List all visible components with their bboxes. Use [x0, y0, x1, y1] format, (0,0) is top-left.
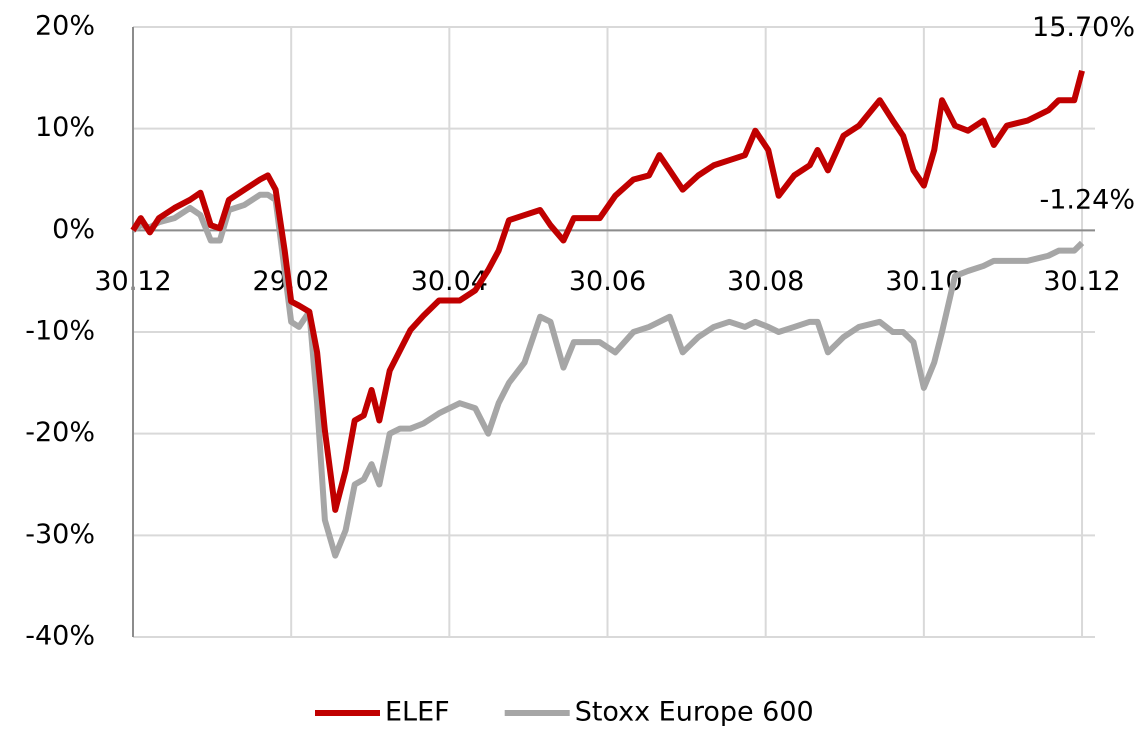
end-label: -1.24% — [1039, 184, 1135, 215]
end-label: 15.70% — [1032, 12, 1135, 43]
legend-label: ELEF — [385, 697, 450, 728]
y-tick-label: 20% — [35, 11, 95, 42]
y-tick-label: -30% — [25, 519, 95, 550]
y-tick-label: -10% — [25, 316, 95, 347]
x-tick-label: 30.06 — [569, 266, 646, 297]
y-tick-label: 10% — [35, 112, 95, 143]
y-tick-label: -40% — [25, 621, 95, 652]
y-tick-label: 0% — [52, 214, 95, 245]
y-tick-label: -20% — [25, 417, 95, 448]
series-line — [130, 69, 1085, 513]
legend-label: Stoxx Europe 600 — [575, 697, 814, 728]
x-tick-label: 30.08 — [727, 266, 804, 297]
x-tick-label: 30.12 — [1043, 266, 1120, 297]
